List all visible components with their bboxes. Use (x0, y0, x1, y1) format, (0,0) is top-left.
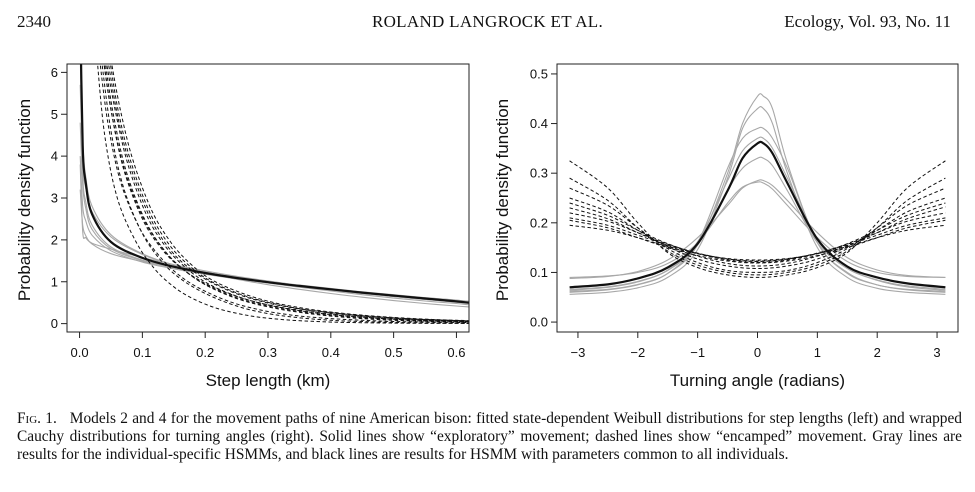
gray-solid-series-line (79, 84, 469, 302)
black-dashed-series-line (111, 64, 469, 322)
gray-solid-series-line (569, 105, 946, 295)
y-tick-label: 0.5 (530, 66, 548, 81)
x-tick-label: 0.4 (322, 345, 340, 360)
gray-solid-series-line (569, 179, 946, 279)
x-axis-label: Step length (km) (206, 371, 331, 390)
gray-solid-series-line (569, 126, 946, 293)
black-dashed-series-line (101, 64, 469, 324)
black-dashed-series-line (569, 160, 946, 278)
x-tick-label: 0.6 (447, 345, 465, 360)
page-number: 2340 (17, 12, 51, 31)
gray-solid-series-line (569, 136, 946, 291)
black-dashed-series-line (109, 64, 469, 322)
x-tick-label: −3 (571, 345, 586, 360)
y-tick-label: 0.3 (530, 166, 548, 181)
black-dashed-series-line (569, 197, 946, 270)
black-dashed-series-line (108, 64, 469, 322)
black-dashed-series-line (569, 224, 946, 261)
running-title: ROLAND LANGROCK ET AL. (371, 12, 604, 31)
black-solid-series-line (79, 64, 469, 304)
turning-angle-chart: 0.0 0.1 0.2 0.3 0.4 0.5 −3 −2 −1 0 1 2 3 Turning angl… (493, 63, 959, 390)
black-dashed-series-line (569, 206, 946, 267)
caption-label: Fig. 1. (17, 410, 57, 427)
black-dashed-series-line (569, 212, 946, 263)
y-axis-label: Probability density function (493, 99, 512, 301)
x-tick-label: −2 (630, 345, 645, 360)
gray-solid-series-line (79, 122, 469, 302)
figure-1: 0 1 2 3 4 5 6 0.0 0.1 0.2 0.3 0.4 0.5 0.6 Step length … (15, 63, 959, 390)
x-tick-label: 0.0 (71, 345, 89, 360)
series-group (569, 93, 946, 295)
y-tick-label: 0 (51, 316, 58, 331)
y-tick-label: 0.1 (530, 265, 548, 280)
x-tick-label: 0.2 (196, 345, 214, 360)
y-tick-label: 1 (51, 274, 58, 289)
y-tick-label: 3 (51, 191, 58, 206)
series-group (79, 64, 469, 324)
black-dashed-series-line (104, 64, 469, 323)
y-tick-label: 2 (51, 232, 58, 247)
y-tick-label: 4 (51, 149, 58, 164)
caption-text: Models 2 and 4 for the movement paths of… (17, 410, 963, 464)
x-tick-label: −1 (690, 345, 705, 360)
y-tick-label: 0.2 (530, 215, 548, 230)
journal-citation: Ecology, Vol. 93, No. 11 (784, 12, 951, 31)
x-tick-label: 2 (874, 345, 881, 360)
figure-caption: Fig. 1. Models 2 and 4 for the movement … (17, 410, 962, 465)
x-tick-label: 0.1 (133, 345, 151, 360)
y-tick-label: 5 (51, 107, 58, 122)
step-length-chart: 0 1 2 3 4 5 6 0.0 0.1 0.2 0.3 0.4 0.5 0.6 Step length … (15, 63, 470, 390)
black-dashed-series-line (569, 187, 946, 273)
y-tick-label: 6 (51, 65, 58, 80)
black-dashed-series-line (97, 64, 469, 324)
y-axis-label: Probability density function (15, 99, 34, 301)
x-tick-label: 1 (814, 345, 821, 360)
page-header: 2340 ROLAND LANGROCK ET AL. Ecology, Vol… (0, 12, 975, 36)
black-dashed-series-line (569, 219, 946, 264)
x-tick-label: 3 (933, 345, 940, 360)
x-tick-label: 0.5 (385, 345, 403, 360)
black-solid-series-line (569, 140, 946, 289)
black-dashed-series-line (106, 64, 469, 322)
y-tick-label: 0.4 (530, 116, 548, 131)
x-tick-label: 0.3 (259, 345, 277, 360)
gray-solid-series-line (569, 181, 946, 278)
x-axis-label: Turning angle (radians) (670, 371, 845, 390)
black-dashed-series-line (103, 64, 469, 323)
black-dashed-series-line (99, 64, 469, 324)
y-tick-label: 0.0 (530, 315, 548, 330)
gray-solid-series-line (80, 64, 469, 308)
black-dashed-series-line (569, 202, 946, 264)
x-tick-label: 0 (754, 345, 761, 360)
black-dashed-series-line (103, 64, 469, 322)
